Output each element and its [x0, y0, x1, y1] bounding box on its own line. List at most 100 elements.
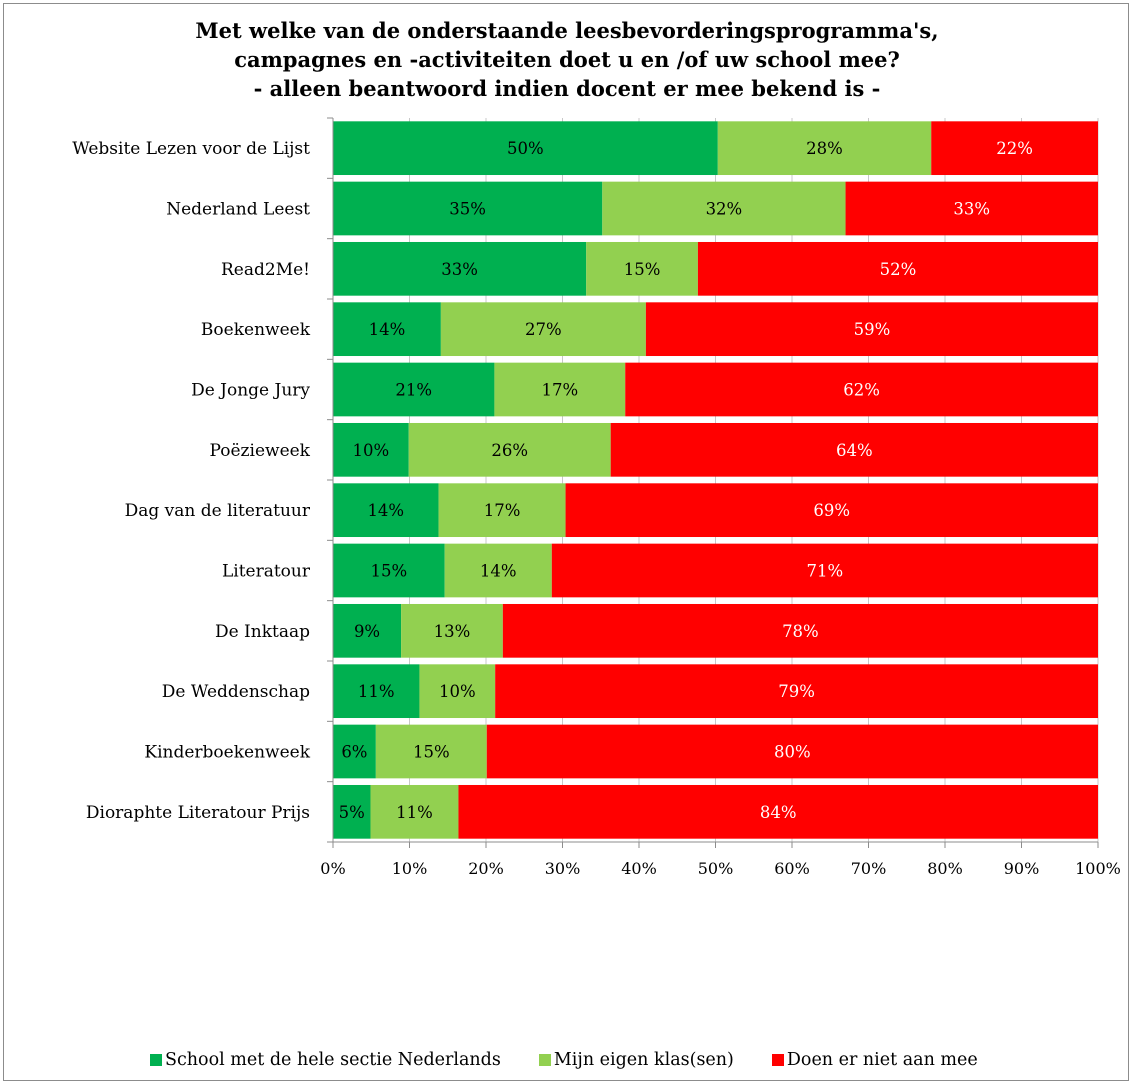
bar-segment — [333, 241, 587, 296]
data-label: 13% — [434, 622, 471, 641]
data-label: 32% — [706, 200, 743, 219]
bar-segment — [333, 784, 371, 839]
category-label: Literatour — [222, 562, 311, 582]
bars — [333, 121, 1099, 839]
bar-segment — [333, 181, 603, 236]
x-tick-label: 40% — [621, 859, 657, 878]
data-label: 28% — [806, 139, 843, 158]
legend-item-not-participating: Doen er niet aan mee — [771, 1050, 978, 1070]
data-label: 64% — [836, 441, 873, 460]
data-label: 15% — [413, 743, 450, 762]
x-tick-label: 70% — [851, 859, 887, 878]
data-label: 78% — [782, 622, 819, 641]
data-label: 14% — [480, 562, 517, 581]
bar-segment — [333, 302, 441, 357]
x-tick-label: 30% — [545, 859, 581, 878]
data-label: 84% — [760, 803, 797, 822]
data-label: 15% — [624, 260, 661, 279]
bar-segment — [602, 181, 846, 236]
data-label: 21% — [395, 381, 432, 400]
x-tick-label: 60% — [774, 859, 810, 878]
bar-segment — [333, 724, 376, 779]
bar-segment — [845, 181, 1098, 236]
bar-segment — [333, 483, 439, 538]
bar-segment — [444, 543, 552, 598]
chart-title-line-1: Met welke van de onderstaande leesbevord… — [195, 18, 939, 43]
bar-segment — [495, 664, 1098, 719]
x-tick-label: 90% — [1004, 859, 1040, 878]
data-label: 69% — [813, 501, 850, 520]
category-label: De Weddenschap — [162, 682, 310, 702]
data-label: 52% — [880, 260, 917, 279]
category-label: Website Lezen voor de Lijst — [72, 139, 310, 159]
legend-item-school: School met de hele sectie Nederlands — [150, 1050, 501, 1070]
bar-segment — [502, 603, 1099, 658]
x-tick-label: 100% — [1075, 859, 1121, 878]
data-label: 17% — [541, 381, 578, 400]
bar-segment — [440, 302, 646, 357]
legend-item-own-class: Mijn eigen klas(sen) — [538, 1050, 734, 1070]
chart-title: Met welke van de onderstaande leesbevord… — [0, 16, 1134, 103]
legend-label-own-class: Mijn eigen klas(sen) — [553, 1050, 734, 1070]
bar-segment — [419, 664, 496, 719]
x-tick-label: 80% — [927, 859, 963, 878]
data-label: 33% — [953, 200, 990, 219]
labels: 50% 28% 22% Website Lezen voor de Lijst 35% 3… — [72, 139, 1121, 878]
bar-segment — [486, 724, 1098, 779]
data-label: 9% — [354, 622, 380, 641]
bar-segment — [408, 422, 611, 477]
bar-segment — [333, 422, 409, 477]
data-label: 50% — [507, 139, 544, 158]
bar-segment — [438, 483, 566, 538]
chart-title-line-3: - alleen beantwoord indien docent er mee… — [253, 76, 881, 101]
legend-swatch-school — [150, 1054, 162, 1066]
category-label: Kinderboekenweek — [144, 743, 310, 763]
legend-swatch-not-participating — [771, 1054, 784, 1066]
data-label: 59% — [854, 320, 891, 339]
bar-segment — [697, 241, 1098, 296]
data-label: 17% — [484, 501, 521, 520]
data-label: 79% — [778, 682, 815, 701]
chart-title-line-2: campagnes en -activiteiten doet u en /of… — [234, 47, 900, 72]
category-label: Poëzieweek — [210, 441, 311, 461]
bar-segment — [717, 121, 932, 176]
category-label: De Inktaap — [215, 622, 310, 642]
data-label: 80% — [774, 743, 811, 762]
bar-segment — [931, 121, 1098, 176]
x-tick-label: 50% — [698, 859, 734, 878]
bar-segment — [333, 664, 420, 719]
legend-label-not-participating: Doen er niet aan mee — [786, 1050, 978, 1070]
data-label: 6% — [341, 743, 367, 762]
bar-segment — [333, 543, 445, 598]
bar-segment — [586, 241, 698, 296]
bar-segment — [565, 483, 1098, 538]
legend-label-school: School met de hele sectie Nederlands — [165, 1050, 501, 1070]
legend-swatch-own-class — [538, 1054, 551, 1066]
data-label: 27% — [525, 320, 562, 339]
category-label: Nederland Leest — [166, 200, 310, 220]
bar-segment — [458, 784, 1099, 839]
data-label: 14% — [369, 320, 406, 339]
data-label: 33% — [441, 260, 478, 279]
bar-segment — [333, 121, 718, 176]
bar-segment — [375, 724, 487, 779]
data-label: 14% — [367, 501, 404, 520]
data-label: 11% — [396, 803, 433, 822]
bar-segment — [333, 603, 402, 658]
gridlines — [409, 118, 1099, 842]
x-tick-label: 10% — [392, 859, 428, 878]
legend: School met de hele sectie Nederlands Mij… — [150, 1047, 1120, 1073]
category-label: Dioraphte Literatour Prijs — [86, 803, 310, 823]
data-label: 5% — [339, 803, 365, 822]
data-label: 11% — [358, 682, 395, 701]
data-label: 10% — [439, 682, 476, 701]
bar-segment — [551, 543, 1098, 598]
bar-segment — [645, 302, 1098, 357]
bar-segment — [401, 603, 503, 658]
category-label: Read2Me! — [221, 260, 310, 280]
x-tick-label: 20% — [468, 859, 504, 878]
bar-segment — [370, 784, 459, 839]
data-label: 71% — [807, 562, 844, 581]
bar-segment — [610, 422, 1098, 477]
